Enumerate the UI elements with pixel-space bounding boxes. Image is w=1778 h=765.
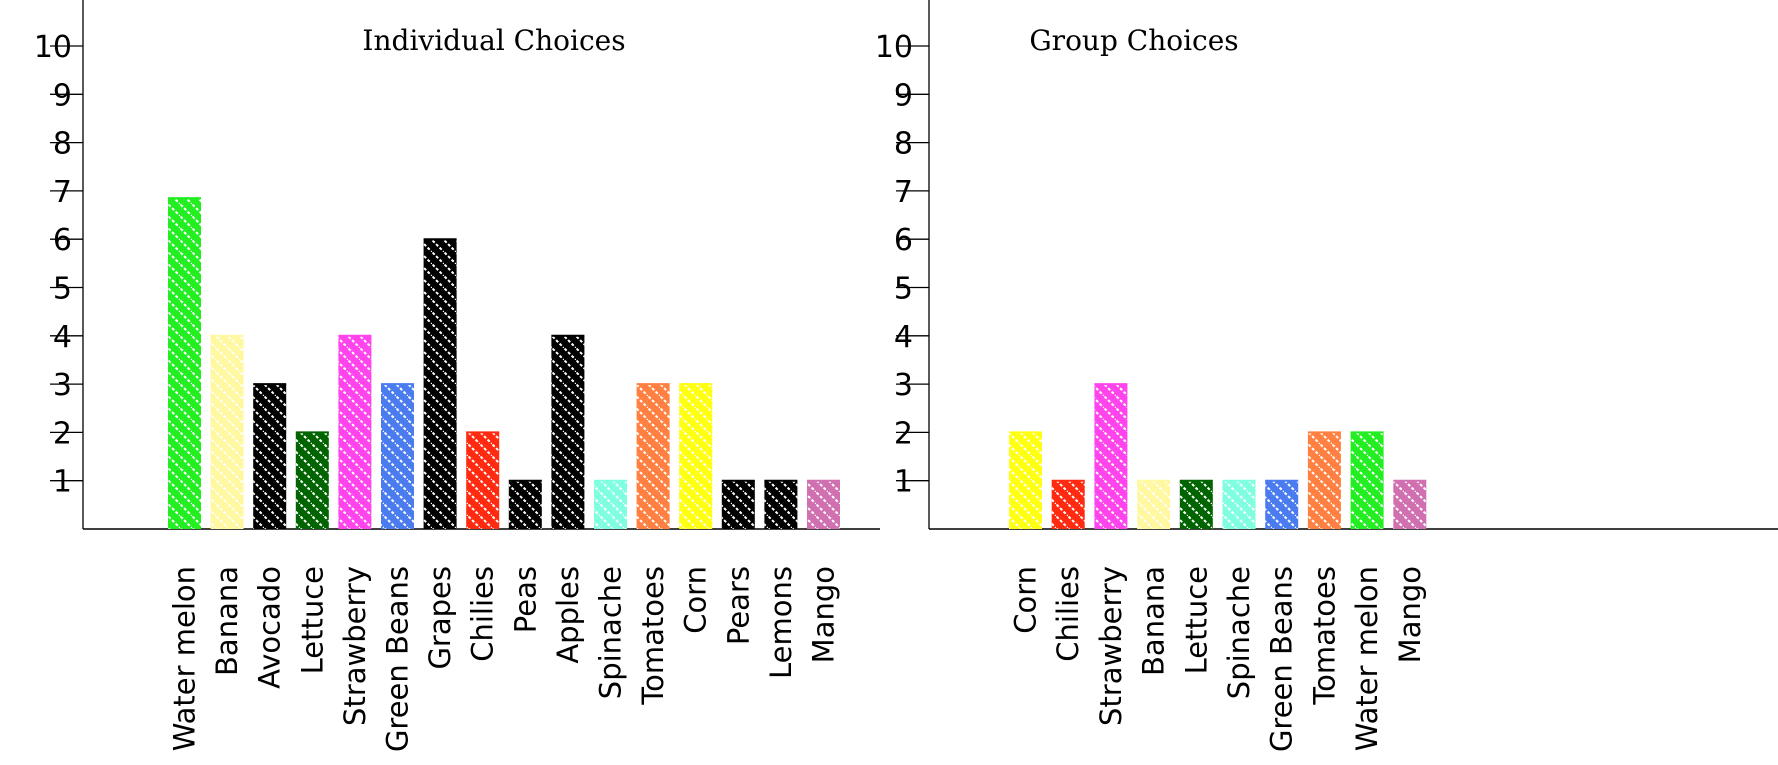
group-category-label: Mango [1393,566,1427,663]
individual-bar-hatch [295,432,329,529]
group-choices-chart: Group Choices 1 2 3 4 5 6 7 8 9 10 Corn Chilies Straw… [875,0,1778,752]
group-bar-hatch [1179,480,1213,529]
individual-category-label: Banana [210,566,244,676]
individual-bar-hatch [423,239,457,529]
individual-category-label: Spinache [594,566,628,699]
individual-category-label: Mango [807,566,841,663]
individual-category-label: Pears [721,566,755,645]
group-bar-hatch [1051,480,1085,529]
individual-y-tick-label: 2 [53,416,72,451]
group-category-label: Lettuce [1179,566,1213,674]
individual-category-label: Strawberry [338,566,372,726]
group-category-label: Strawberry [1094,566,1128,726]
group-bar-hatch [1222,480,1256,529]
individual-y-tick-label: 9 [53,78,72,113]
group-y-tick-label: 5 [894,272,913,307]
individual-category-label: Peas [508,566,542,633]
individual-bar-hatch [253,384,287,529]
individual-bar-hatch [594,480,627,529]
group-y-tick-label: 7 [894,175,913,210]
individual-chart-title: Individual Choices [362,24,625,57]
individual-y-tick-label: 3 [53,368,72,403]
group-category-label: Green Beans [1265,566,1299,752]
group-y-tick-label: 10 [875,30,913,65]
individual-bar-hatch [338,335,372,529]
group-category-label: Tomatoes [1307,566,1341,706]
individual-bar-hatch [381,384,414,529]
individual-bar-hatch [636,384,670,529]
group-category-label: Water melon [1350,566,1384,751]
individual-bar-hatch [210,335,244,529]
individual-y-tick-label: 6 [53,223,72,258]
group-category-label: Spinache [1222,566,1256,699]
individual-bar-hatch [551,335,585,529]
individual-bar-hatch [764,480,798,529]
group-bar-hatch [1094,384,1128,529]
group-y-tick-label: 4 [894,320,913,355]
individual-bar-hatch [679,384,713,529]
individual-bar-hatch [721,480,755,529]
individual-category-label: Tomatoes [636,566,670,706]
group-y-tick-label: 6 [894,223,913,258]
group-bar-hatch [1393,480,1427,529]
individual-category-label: Avocado [253,566,287,689]
individual-y-tick-label: 4 [53,320,72,355]
individual-category-label: Lemons [764,566,798,679]
group-bar-hatch [1137,480,1171,529]
group-y-tick-label: 2 [894,416,913,451]
individual-category-label: Grapes [423,566,457,670]
individual-category-label: Corn [679,566,713,634]
group-y-tick-label: 8 [894,127,913,162]
individual-category-label: Apples [551,566,585,664]
individual-y-tick-label: 8 [53,127,72,162]
individual-category-label: Water melon [168,566,202,751]
individual-choices-chart: Individual Choices 1 2 3 4 5 6 7 8 9 10 Water melon… [34,0,880,752]
group-y-tick-label: 3 [894,368,913,403]
group-chart-title: Group Choices [1029,24,1238,57]
individual-y-tick-label: 5 [53,272,72,307]
individual-bar-hatch [168,198,201,529]
individual-bar-hatch [807,480,840,529]
individual-y-tick-label: 7 [53,175,72,210]
individual-y-tick-label: 1 [53,465,72,500]
individual-category-label: Chilies [466,566,500,662]
group-y-tick-label: 1 [894,465,913,500]
group-bar-hatch [1350,432,1384,529]
group-bar-hatch [1265,480,1299,529]
group-bar-hatch [1009,432,1042,529]
individual-bar-hatch [508,480,542,529]
group-category-label: Banana [1137,566,1171,676]
group-category-label: Corn [1009,566,1043,634]
individual-bar-hatch [466,432,500,529]
group-bar-hatch [1307,432,1341,529]
individual-category-label: Lettuce [295,566,329,674]
group-y-tick-label: 9 [894,78,913,113]
individual-category-label: Green Beans [381,566,415,752]
group-category-label: Chilies [1051,566,1085,662]
individual-y-tick-label: 10 [34,30,72,65]
